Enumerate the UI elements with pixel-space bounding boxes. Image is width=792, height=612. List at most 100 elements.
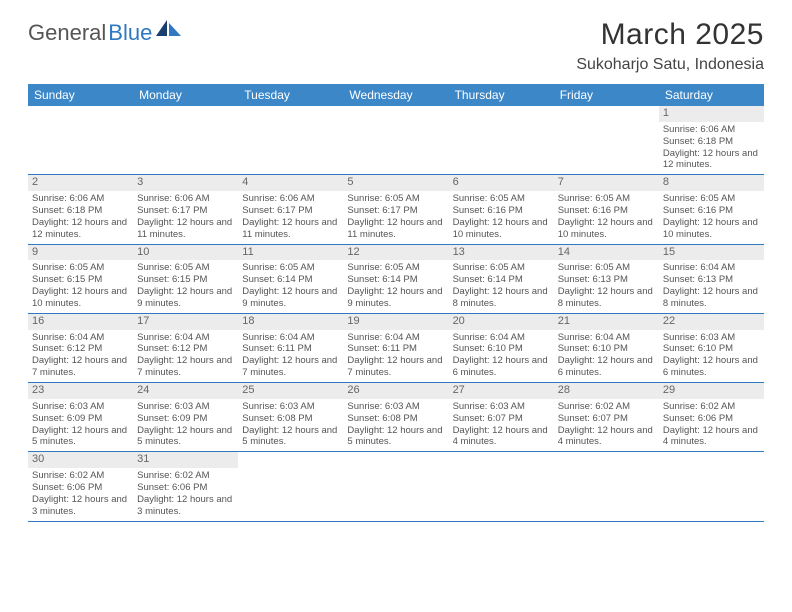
- day-number: 5: [343, 175, 448, 191]
- sunset-text: Sunset: 6:16 PM: [558, 205, 655, 217]
- sunrise-text: Sunrise: 6:05 AM: [558, 262, 655, 274]
- calendar-cell: .: [554, 452, 659, 521]
- calendar-cell: 24Sunrise: 6:03 AMSunset: 6:09 PMDayligh…: [133, 383, 238, 452]
- sunrise-text: Sunrise: 6:06 AM: [663, 124, 760, 136]
- day-number: 30: [28, 452, 133, 468]
- sunrise-text: Sunrise: 6:02 AM: [663, 401, 760, 413]
- sunset-text: Sunset: 6:15 PM: [32, 274, 129, 286]
- sunset-text: Sunset: 6:10 PM: [663, 343, 760, 355]
- sunset-text: Sunset: 6:08 PM: [242, 413, 339, 425]
- sunset-text: Sunset: 6:10 PM: [558, 343, 655, 355]
- daylight-text: Daylight: 12 hours and 5 minutes.: [32, 425, 129, 449]
- daylight-text: Daylight: 12 hours and 10 minutes.: [558, 217, 655, 241]
- calendar-week-row: 30Sunrise: 6:02 AMSunset: 6:06 PMDayligh…: [28, 452, 764, 521]
- sunset-text: Sunset: 6:14 PM: [453, 274, 550, 286]
- calendar-table: Sunday Monday Tuesday Wednesday Thursday…: [28, 84, 764, 522]
- sunrise-text: Sunrise: 6:04 AM: [32, 332, 129, 344]
- day-number: 20: [449, 314, 554, 330]
- calendar-cell: 12Sunrise: 6:05 AMSunset: 6:14 PMDayligh…: [343, 244, 448, 313]
- daylight-text: Daylight: 12 hours and 7 minutes.: [137, 355, 234, 379]
- calendar-cell: 5Sunrise: 6:05 AMSunset: 6:17 PMDaylight…: [343, 175, 448, 244]
- calendar-cell: 25 Sunrise: 6:03 AMSunset: 6:08 PMDayligh…: [238, 383, 343, 452]
- day-number: 31: [133, 452, 238, 468]
- calendar-cell: 30Sunrise: 6:02 AMSunset: 6:06 PMDayligh…: [28, 452, 133, 521]
- calendar-cell: 1Sunrise: 6:06 AMSunset: 6:18 PMDaylight…: [659, 106, 764, 175]
- logo-text-2: Blue: [108, 20, 152, 46]
- daylight-text: Daylight: 12 hours and 8 minutes.: [558, 286, 655, 310]
- sunset-text: Sunset: 6:16 PM: [663, 205, 760, 217]
- col-friday: Friday: [554, 84, 659, 106]
- sunset-text: Sunset: 6:06 PM: [32, 482, 129, 494]
- daylight-text: Daylight: 12 hours and 10 minutes.: [32, 286, 129, 310]
- calendar-cell: 19Sunrise: 6:04 AMSunset: 6:11 PMDayligh…: [343, 313, 448, 382]
- calendar-cell: 13Sunrise: 6:05 AMSunset: 6:14 PMDayligh…: [449, 244, 554, 313]
- calendar-cell: .: [554, 106, 659, 175]
- sunset-text: Sunset: 6:06 PM: [663, 413, 760, 425]
- calendar-cell: 18Sunrise: 6:04 AMSunset: 6:11 PMDayligh…: [238, 313, 343, 382]
- sunrise-text: Sunrise: 6:05 AM: [453, 193, 550, 205]
- calendar-cell: 29Sunrise: 6:02 AMSunset: 6:06 PMDayligh…: [659, 383, 764, 452]
- daylight-text: Daylight: 12 hours and 4 minutes.: [558, 425, 655, 449]
- calendar-cell: 27Sunrise: 6:03 AMSunset: 6:07 PMDayligh…: [449, 383, 554, 452]
- day-number: 2: [28, 175, 133, 191]
- calendar-cell: .: [343, 452, 448, 521]
- daylight-text: Daylight: 12 hours and 11 minutes.: [137, 217, 234, 241]
- daylight-text: Daylight: 12 hours and 11 minutes.: [347, 217, 444, 241]
- sunrise-text: Sunrise: 6:06 AM: [137, 193, 234, 205]
- sunset-text: Sunset: 6:17 PM: [347, 205, 444, 217]
- sunrise-text: Sunrise: 6:03 AM: [347, 401, 444, 413]
- sunrise-text: Sunrise: 6:05 AM: [663, 193, 760, 205]
- sunrise-text: Sunrise: 6:05 AM: [137, 262, 234, 274]
- col-monday: Monday: [133, 84, 238, 106]
- logo-sail-icon: [156, 18, 182, 38]
- sunset-text: Sunset: 6:11 PM: [242, 343, 339, 355]
- sunset-text: Sunset: 6:17 PM: [242, 205, 339, 217]
- sunrise-text: Sunrise: 6:03 AM: [32, 401, 129, 413]
- daylight-text: Daylight: 12 hours and 5 minutes.: [242, 425, 339, 449]
- sunrise-text: Sunrise: 6:06 AM: [242, 193, 339, 205]
- sunrise-text: Sunrise: 6:05 AM: [32, 262, 129, 274]
- sunrise-text: Sunrise: 6:05 AM: [453, 262, 550, 274]
- calendar-body: ......1Sunrise: 6:06 AMSunset: 6:18 PMDa…: [28, 106, 764, 521]
- calendar-header-row: Sunday Monday Tuesday Wednesday Thursday…: [28, 84, 764, 106]
- sunset-text: Sunset: 6:10 PM: [453, 343, 550, 355]
- daylight-text: Daylight: 12 hours and 11 minutes.: [242, 217, 339, 241]
- sunset-text: Sunset: 6:13 PM: [558, 274, 655, 286]
- daylight-text: Daylight: 12 hours and 7 minutes.: [242, 355, 339, 379]
- daylight-text: Daylight: 12 hours and 6 minutes.: [453, 355, 550, 379]
- sunrise-text: Sunrise: 6:04 AM: [137, 332, 234, 344]
- daylight-text: Daylight: 12 hours and 8 minutes.: [663, 286, 760, 310]
- day-number: 25: [238, 383, 343, 399]
- day-number: 13: [449, 245, 554, 261]
- location-text: Sukoharjo Satu, Indonesia: [576, 56, 764, 74]
- calendar-cell: .: [343, 106, 448, 175]
- calendar-cell: 31Sunrise: 6:02 AMSunset: 6:06 PMDayligh…: [133, 452, 238, 521]
- daylight-text: Daylight: 12 hours and 10 minutes.: [453, 217, 550, 241]
- sunrise-text: Sunrise: 6:05 AM: [347, 262, 444, 274]
- sunset-text: Sunset: 6:17 PM: [137, 205, 234, 217]
- calendar-cell: 26Sunrise: 6:03 AMSunset: 6:08 PMDayligh…: [343, 383, 448, 452]
- sunrise-text: Sunrise: 6:03 AM: [663, 332, 760, 344]
- day-number: 29: [659, 383, 764, 399]
- sunrise-text: Sunrise: 6:03 AM: [453, 401, 550, 413]
- day-number: 1: [659, 106, 764, 122]
- sunrise-text: Sunrise: 6:04 AM: [242, 332, 339, 344]
- day-number: 11: [238, 245, 343, 261]
- daylight-text: Daylight: 12 hours and 4 minutes.: [453, 425, 550, 449]
- calendar-cell: 2Sunrise: 6:06 AMSunset: 6:18 PMDaylight…: [28, 175, 133, 244]
- calendar-cell: .: [28, 106, 133, 175]
- title-block: March 2025 Sukoharjo Satu, Indonesia: [576, 18, 764, 74]
- calendar-cell: 11Sunrise: 6:05 AMSunset: 6:14 PMDayligh…: [238, 244, 343, 313]
- calendar-cell: 16Sunrise: 6:04 AMSunset: 6:12 PMDayligh…: [28, 313, 133, 382]
- daylight-text: Daylight: 12 hours and 9 minutes.: [347, 286, 444, 310]
- daylight-text: Daylight: 12 hours and 6 minutes.: [663, 355, 760, 379]
- sunset-text: Sunset: 6:09 PM: [32, 413, 129, 425]
- day-number: 15: [659, 245, 764, 261]
- sunrise-text: Sunrise: 6:03 AM: [242, 401, 339, 413]
- calendar-week-row: 23Sunrise: 6:03 AMSunset: 6:09 PMDayligh…: [28, 383, 764, 452]
- sunset-text: Sunset: 6:18 PM: [32, 205, 129, 217]
- sunset-text: Sunset: 6:07 PM: [558, 413, 655, 425]
- day-number: 24: [133, 383, 238, 399]
- daylight-text: Daylight: 12 hours and 7 minutes.: [347, 355, 444, 379]
- calendar-cell: 4Sunrise: 6:06 AMSunset: 6:17 PMDaylight…: [238, 175, 343, 244]
